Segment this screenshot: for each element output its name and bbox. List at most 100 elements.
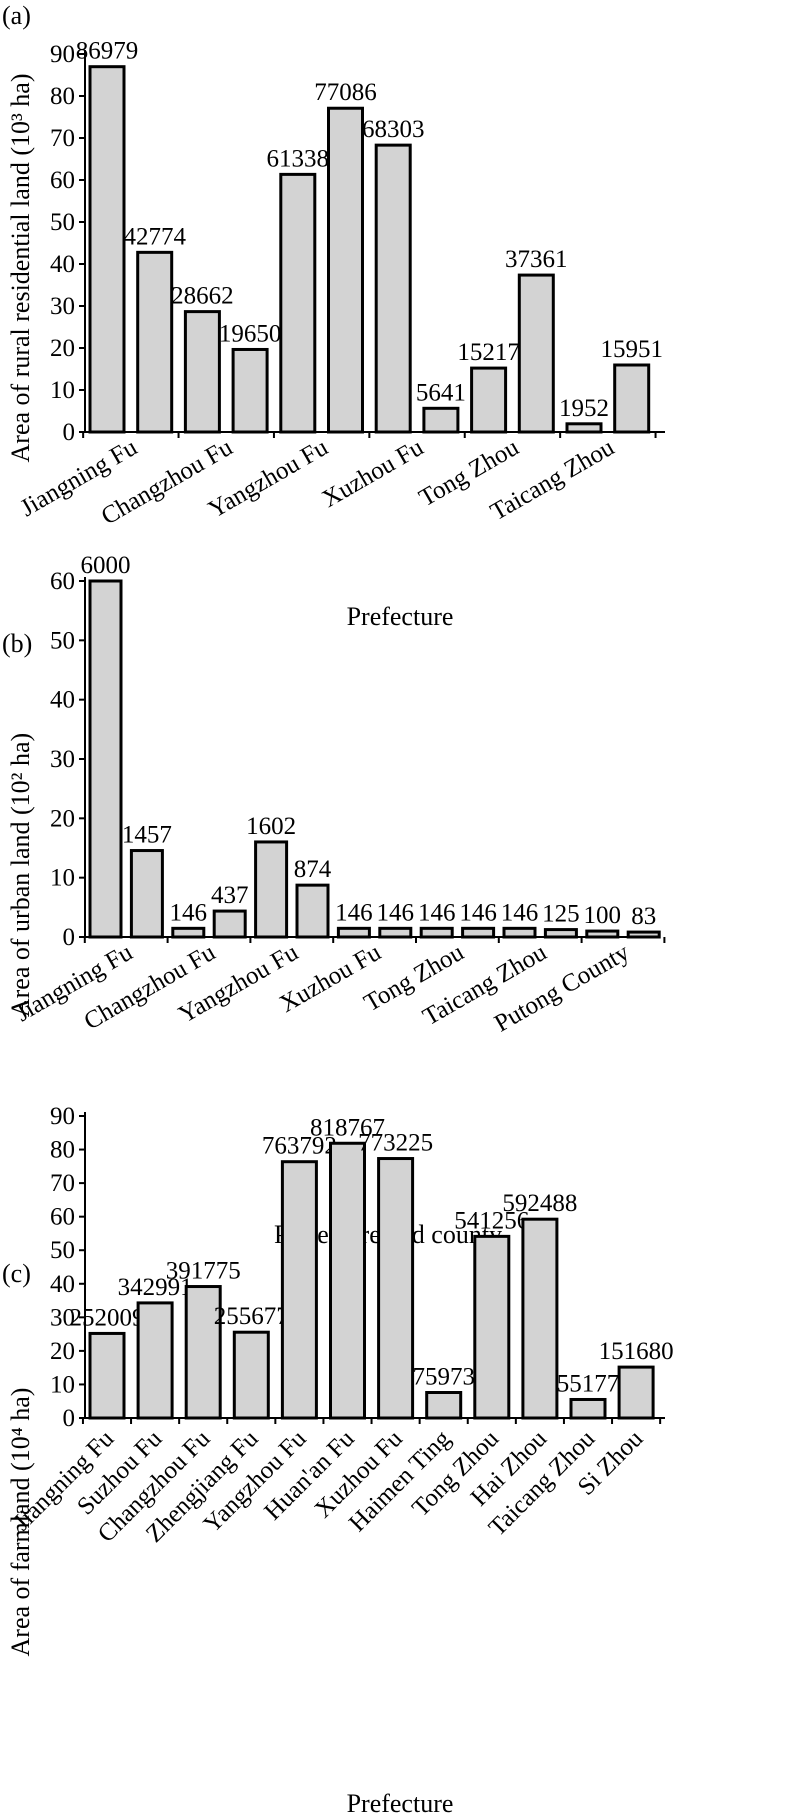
- data-label: 15217: [457, 339, 520, 366]
- data-label: 146: [459, 899, 497, 926]
- data-label: 19650: [219, 320, 282, 347]
- data-label: 1602: [246, 813, 296, 840]
- y-tick-label: 10: [50, 377, 75, 404]
- data-label: 146: [335, 899, 373, 926]
- x-tick-label: Xuzhou Fu: [318, 434, 429, 514]
- bar: [470, 366, 508, 434]
- bar: [327, 106, 364, 434]
- bar: [473, 1234, 511, 1420]
- y-tick-label: 30: [50, 746, 75, 773]
- bar: [502, 926, 537, 939]
- bar: [212, 909, 247, 939]
- data-label: 6000: [81, 552, 131, 579]
- bar: [461, 926, 496, 939]
- data-label: 146: [377, 899, 415, 926]
- y-tick-label: 0: [63, 419, 76, 446]
- panel-label: (a): [2, 1, 31, 30]
- bar: [425, 1391, 463, 1420]
- data-label: 541256: [454, 1207, 529, 1234]
- bar: [585, 929, 620, 939]
- chart-panel-a: (a) Area of rural residential land (10³ …: [2, 1, 665, 631]
- bar: [374, 143, 412, 434]
- y-tick-label: 70: [50, 125, 75, 152]
- bar: [613, 363, 651, 434]
- bar: [232, 1330, 270, 1420]
- data-label: 75973: [412, 1364, 475, 1391]
- bar: [422, 406, 460, 434]
- data-label: 146: [418, 899, 456, 926]
- chart-panel-c: (c) Area of farmland (10⁴ ha) Prefecture…: [2, 1103, 674, 1818]
- y-tick-label: 0: [63, 1405, 76, 1432]
- y-axis-title: Area of rural residential land (10³ ha): [6, 74, 35, 463]
- bar: [184, 1285, 222, 1420]
- bar: [565, 422, 603, 434]
- data-label: 28662: [171, 283, 234, 310]
- y-tick-label: 50: [50, 1237, 75, 1264]
- bar: [171, 926, 206, 939]
- data-label: 83: [631, 903, 656, 930]
- bar: [295, 883, 330, 939]
- bar: [280, 1160, 318, 1420]
- bar: [231, 347, 269, 434]
- data-label: 125: [542, 901, 580, 928]
- bar: [329, 1141, 366, 1420]
- data-label: 146: [170, 899, 208, 926]
- x-axis-title: Prefecture: [347, 1789, 454, 1818]
- data-label: 874: [294, 856, 332, 883]
- data-label: 773225: [358, 1130, 433, 1157]
- data-label: 146: [501, 899, 539, 926]
- bar: [136, 250, 174, 434]
- data-label: 77086: [314, 79, 377, 106]
- bar: [543, 928, 578, 939]
- data-label: 763792: [262, 1133, 337, 1160]
- bar: [626, 930, 661, 939]
- data-label: 42774: [123, 223, 186, 250]
- y-tick-label: 10: [50, 865, 75, 892]
- y-tick-label: 60: [50, 1204, 75, 1231]
- bar: [129, 849, 164, 939]
- bar: [569, 1397, 607, 1420]
- y-tick-label: 40: [50, 251, 75, 278]
- bar: [378, 926, 413, 939]
- data-label: 55177: [557, 1370, 620, 1397]
- data-label: 61338: [267, 145, 330, 172]
- y-tick-label: 80: [50, 1137, 75, 1164]
- y-axis-title: Area of farmland (10⁴ ha): [6, 1388, 35, 1657]
- y-tick-label: 80: [50, 83, 75, 110]
- y-tick-label: 70: [50, 1170, 75, 1197]
- data-label: 391775: [166, 1258, 241, 1285]
- y-tick-label: 90: [50, 41, 75, 68]
- y-tick-label: 20: [50, 1338, 75, 1365]
- bar: [136, 1301, 174, 1420]
- y-tick-label: 40: [50, 687, 75, 714]
- y-tick-label: 40: [50, 1271, 75, 1298]
- data-label: 592488: [502, 1190, 577, 1217]
- data-label: 437: [211, 882, 249, 909]
- bar: [617, 1365, 655, 1420]
- bar: [88, 1331, 126, 1420]
- y-tick-label: 20: [50, 335, 75, 362]
- y-tick-label: 30: [50, 293, 75, 320]
- data-label: 37361: [505, 246, 568, 273]
- bar: [336, 926, 371, 939]
- bar: [377, 1157, 415, 1420]
- data-label: 1952: [559, 395, 609, 422]
- y-tick-label: 10: [50, 1371, 75, 1398]
- y-tick-label: 50: [50, 627, 75, 654]
- y-tick-label: 0: [63, 924, 76, 951]
- y-tick-label: 20: [50, 805, 75, 832]
- y-tick-label: 60: [50, 568, 75, 595]
- data-label: 86979: [76, 38, 139, 65]
- bar: [521, 1217, 559, 1420]
- y-tick-label: 50: [50, 209, 75, 236]
- data-label: 1457: [122, 822, 172, 849]
- bar: [279, 172, 317, 434]
- x-axis-title: Prefecture: [347, 602, 454, 631]
- data-label: 151680: [599, 1338, 674, 1365]
- panel-label: (c): [2, 1259, 31, 1288]
- y-tick-label: 30: [50, 1304, 75, 1331]
- data-label: 68303: [362, 116, 425, 143]
- bar: [88, 579, 123, 939]
- bar: [517, 273, 555, 434]
